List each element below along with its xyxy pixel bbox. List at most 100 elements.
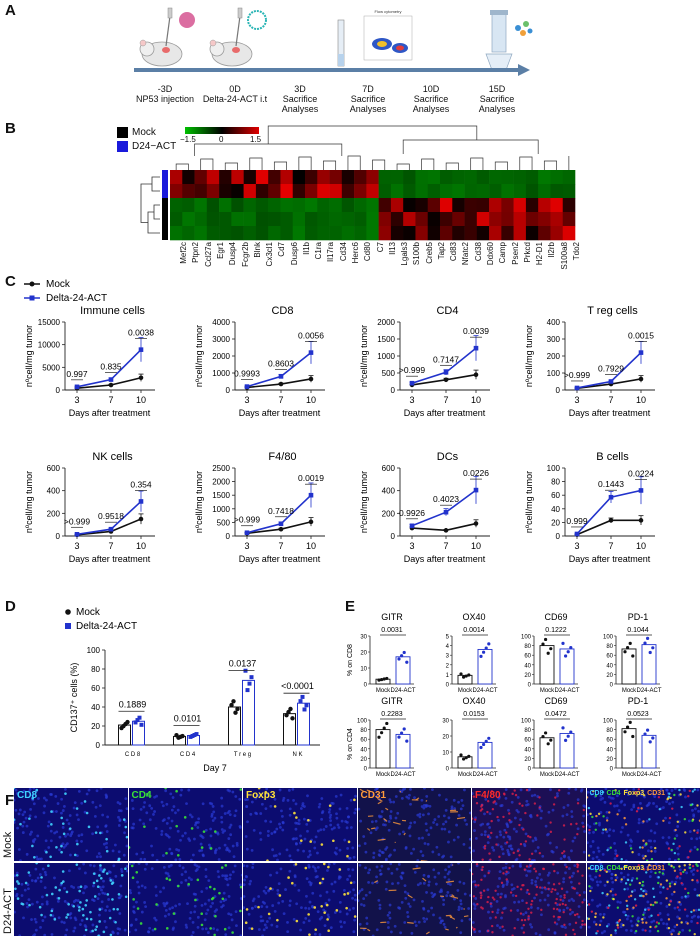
nucleus (167, 874, 170, 878)
signal (650, 857, 653, 861)
nucleus (226, 837, 230, 840)
nucleus (62, 921, 66, 925)
signal (67, 903, 70, 906)
nucleus (269, 820, 273, 824)
nucleus (149, 806, 153, 810)
gene-label: Cd7 (277, 242, 287, 257)
nucleus (116, 801, 120, 804)
nucleus (591, 850, 595, 854)
signal (558, 915, 562, 919)
nucleus (433, 818, 436, 821)
signal (230, 931, 234, 934)
signal (168, 878, 171, 882)
merge-channel-label: CD31 (647, 865, 666, 872)
merge-channel-label: CD8 (589, 865, 604, 872)
heatmap-cell (440, 170, 453, 185)
nucleus (435, 823, 438, 826)
signal (615, 813, 619, 816)
nucleus (424, 891, 428, 894)
signal (657, 876, 660, 879)
nucleus (216, 875, 220, 879)
nucleus (21, 831, 25, 834)
signal (502, 792, 506, 795)
signal (117, 857, 121, 861)
signal (136, 907, 139, 910)
signal (685, 922, 689, 925)
nucleus (388, 903, 391, 907)
nucleus (405, 910, 409, 914)
nucleus (637, 818, 641, 821)
nucleus (401, 788, 405, 792)
nucleus (286, 930, 290, 934)
signal (539, 886, 542, 889)
signal (124, 825, 128, 829)
signal (494, 916, 497, 919)
nucleus (343, 921, 346, 924)
gene-label: H2-D1 (535, 242, 545, 266)
nucleus (654, 863, 657, 866)
signal (17, 882, 20, 885)
nucleus (118, 896, 122, 900)
gene-label: Nfatc2 (461, 242, 471, 266)
nucleus (85, 792, 89, 796)
nucleus (570, 874, 574, 878)
nucleus (667, 857, 671, 861)
data-point (278, 374, 284, 379)
signal (125, 835, 128, 839)
signal (480, 803, 484, 807)
nucleus (546, 894, 550, 897)
gene-label: Il13 (387, 242, 397, 255)
signal (624, 841, 627, 844)
y-tick-label: 80 (360, 728, 367, 734)
nucleus (452, 798, 456, 802)
signal (573, 913, 577, 917)
nucleus (609, 796, 613, 800)
bar-dot (298, 699, 303, 704)
bar-dot (405, 660, 409, 664)
nucleus (504, 866, 508, 869)
signal (535, 893, 538, 896)
signal (61, 880, 65, 883)
nucleus (118, 802, 122, 806)
nucleus (140, 910, 144, 914)
signal (307, 913, 310, 916)
bar-dot (549, 738, 553, 742)
heatmap-cell (366, 226, 379, 241)
nucleus (600, 931, 604, 935)
nucleus (168, 792, 172, 796)
nucleus (388, 800, 392, 804)
signal (323, 911, 326, 914)
heatmap-cell (415, 212, 429, 227)
nucleus (384, 887, 388, 891)
nucleus (434, 882, 438, 886)
heatmap-cell (513, 170, 527, 185)
nucleus (199, 842, 202, 846)
x-axis-label: Days after treatment (404, 408, 486, 418)
nucleus (170, 808, 174, 812)
signal (335, 909, 339, 912)
nucleus (553, 931, 557, 935)
y-tick-label: 1000 (212, 369, 230, 378)
micrograph-mock-merge: CD8 CD4 Foxp3 CD31 (586, 788, 700, 861)
nucleus (164, 871, 167, 875)
nucleus (233, 864, 237, 868)
nucleus (412, 796, 416, 800)
signal (653, 846, 656, 850)
nucleus (220, 874, 224, 878)
nucleus (642, 916, 646, 920)
bar-dot (464, 674, 468, 678)
nucleus (473, 907, 477, 910)
heatmap-cell (489, 226, 502, 241)
heatmap-cell (452, 198, 465, 213)
nucleus (131, 822, 135, 826)
nucleus (564, 926, 567, 929)
x-tick-label: 10 (636, 541, 646, 551)
signal (595, 929, 599, 933)
signal (287, 876, 290, 879)
signal (35, 788, 39, 792)
nucleus (626, 914, 630, 918)
f-row-label-d24: D24-ACT (2, 888, 14, 934)
merge-channel-label: CD4 (606, 865, 621, 872)
heatmap-cell (550, 184, 564, 199)
nucleus (180, 873, 183, 876)
